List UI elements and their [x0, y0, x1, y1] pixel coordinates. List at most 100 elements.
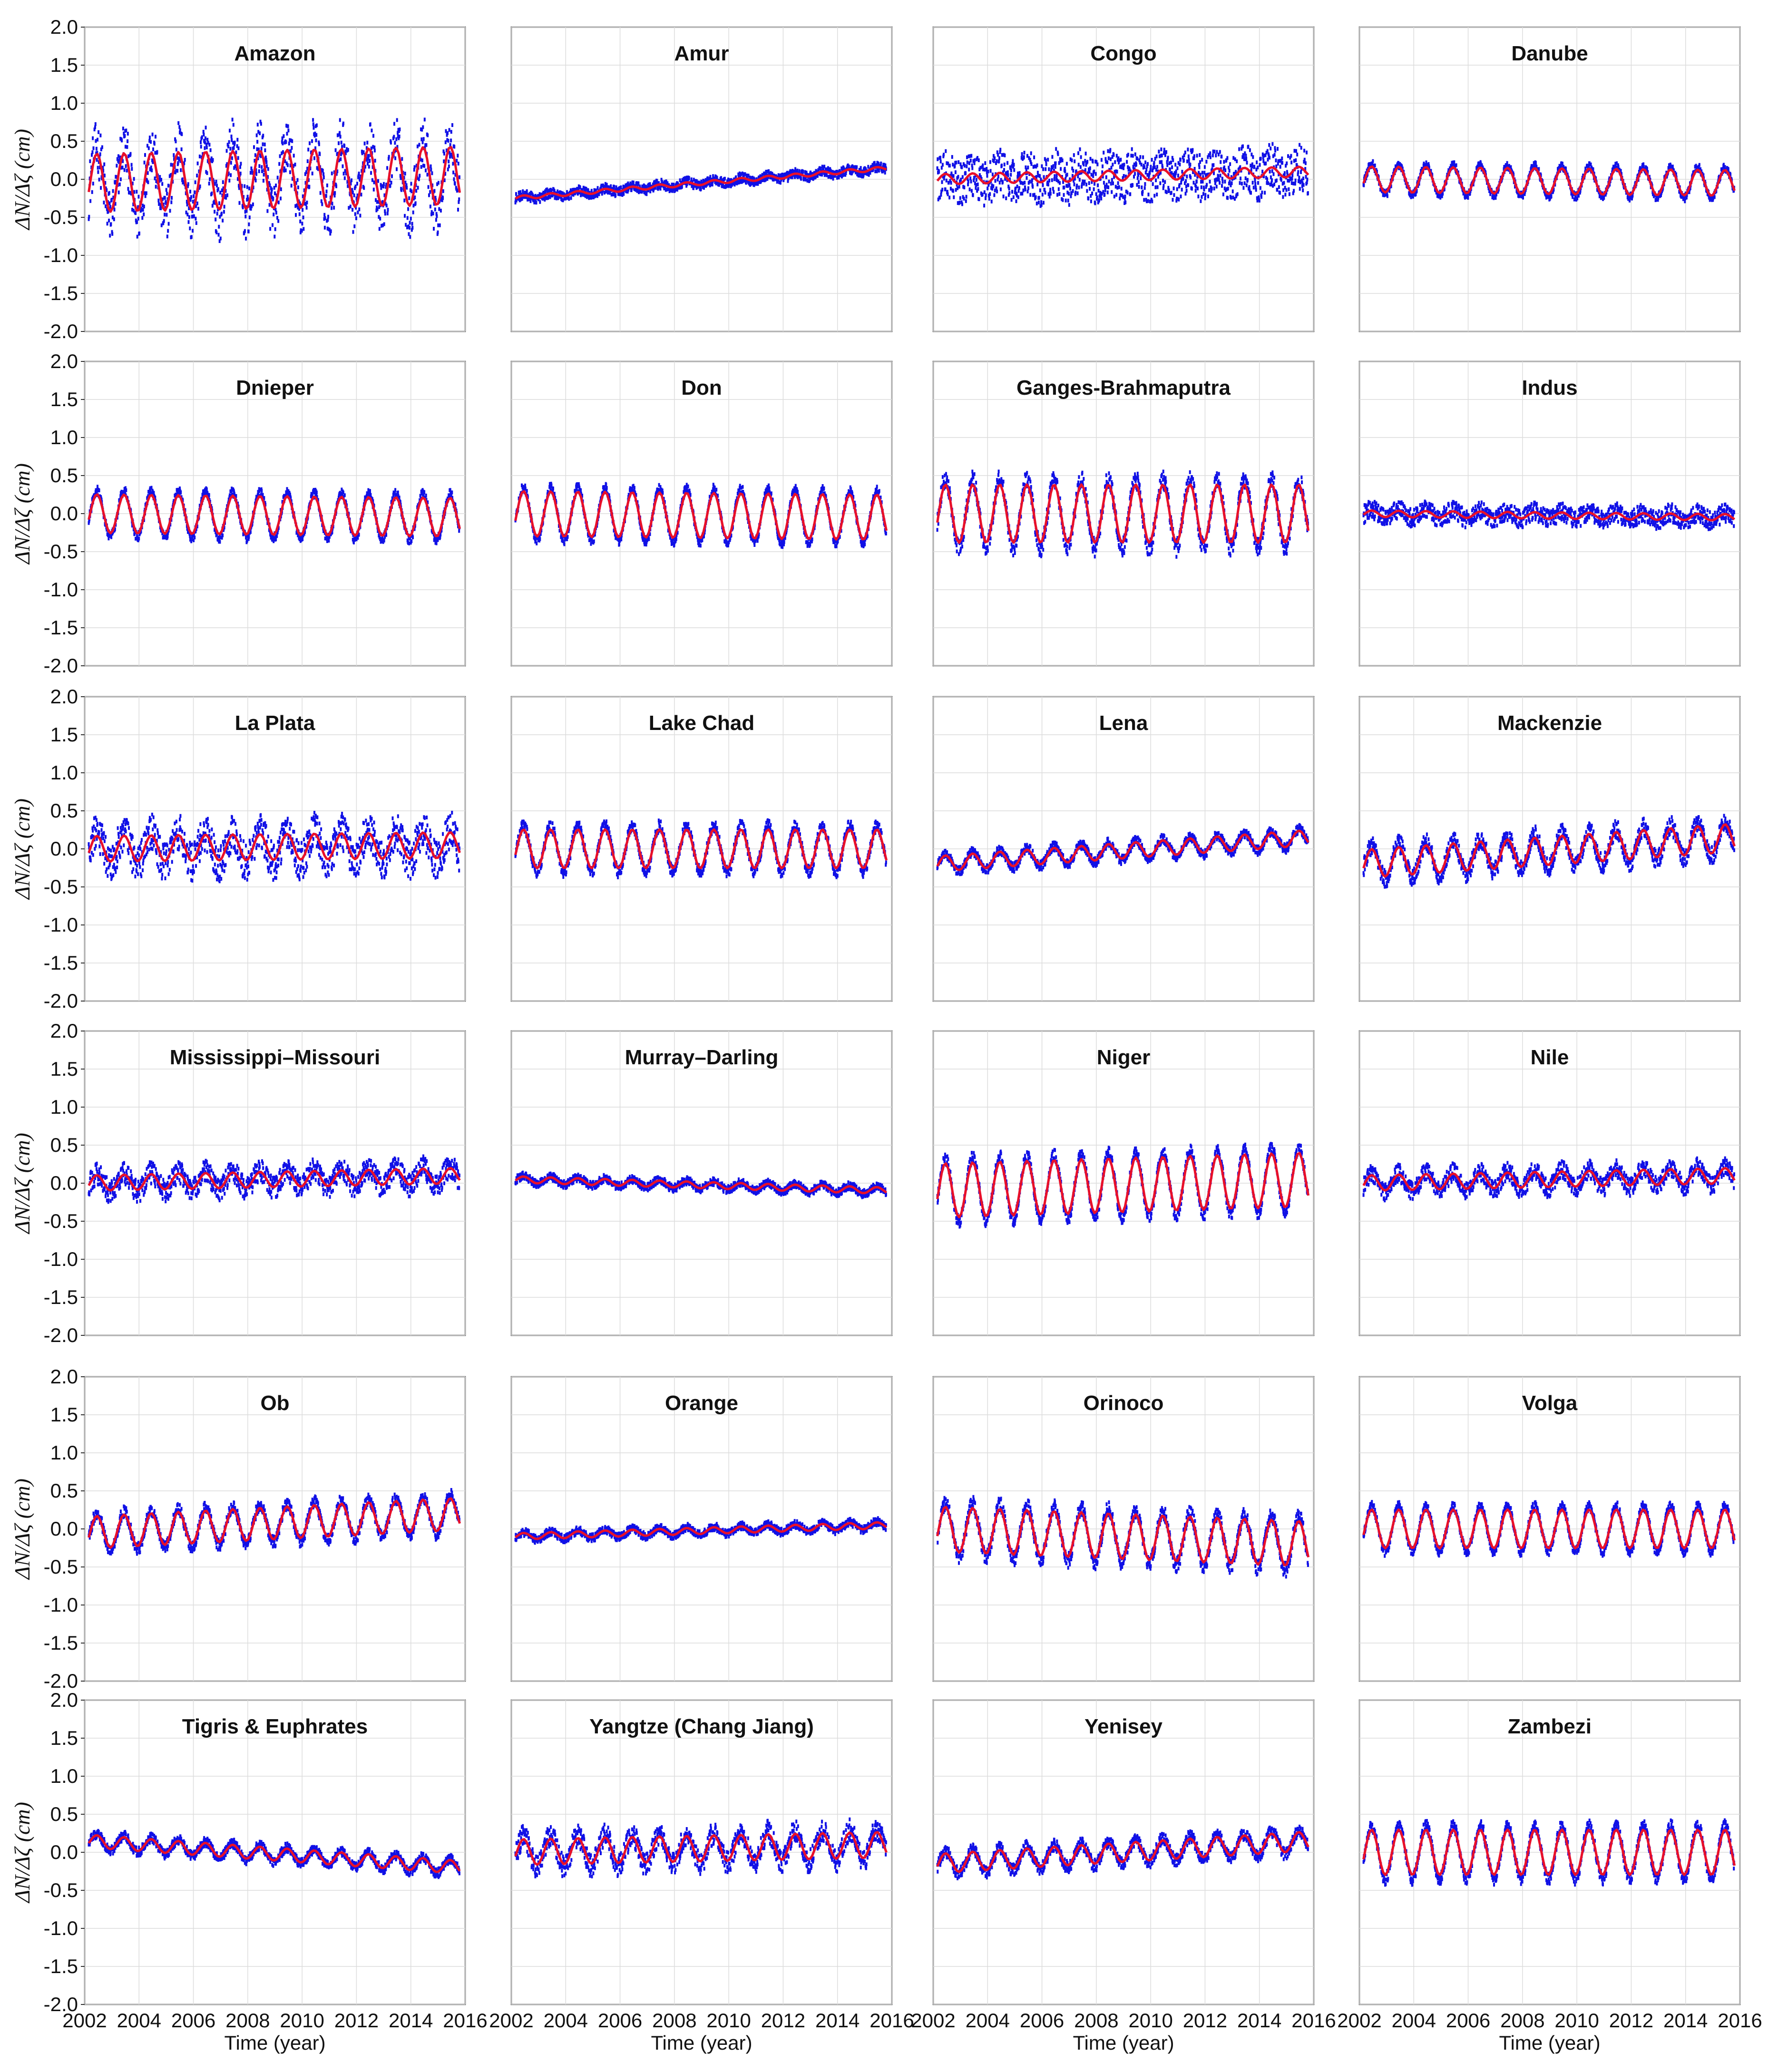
fit-line: [936, 829, 1309, 871]
panel-title: Orange: [665, 1391, 738, 1415]
y-tick-label: -1.0: [44, 914, 78, 936]
y-tick-label: 1.0: [50, 761, 78, 784]
y-tick-label: 2.0: [50, 16, 78, 38]
x-tick-label: 2004: [544, 2009, 588, 2032]
x-tick-label: 2002: [62, 2009, 107, 2032]
panel-title: La Plata: [235, 711, 315, 735]
x-axis-title: Time (year): [651, 2032, 752, 2054]
fit-line: [514, 490, 888, 541]
x-tick-label: 2014: [389, 2009, 433, 2032]
fit-line: [515, 165, 887, 200]
y-axis-title: ΔN/Δζ (cm): [10, 1133, 34, 1235]
panel-yenisey: Yenisey 2002 2004 2006 2008 2010 2012 2014 2016 T…: [911, 1699, 1336, 2054]
y-tick-label: 0.0: [50, 837, 78, 860]
fit-line: [88, 1497, 461, 1549]
x-tick-label: 2004: [1392, 2009, 1436, 2032]
y-tick-label: 2.0: [50, 350, 78, 372]
y-tick-label: 1.0: [50, 1765, 78, 1787]
panel-lake-chad: Lake Chad: [510, 696, 893, 1002]
y-tick-label: 0.5: [50, 1803, 78, 1825]
x-tick-label: 2010: [1554, 2009, 1599, 2032]
panel-dnieper: Dnieper 2.0 1.5 1.0 0.5 0.0 -0.5 -1.0 -1.5 -2.0 ΔN…: [10, 350, 466, 677]
panel-title: Amur: [674, 42, 729, 65]
x-tick-label: 2016: [1291, 2009, 1336, 2032]
y-axis-title: ΔN/Δζ (cm): [10, 798, 34, 900]
fit-line: [1362, 823, 1736, 878]
panel-volga: Volga: [1358, 1376, 1741, 1682]
fit-line: [514, 1831, 888, 1866]
panel-title: Indus: [1522, 376, 1577, 399]
x-tick-label: 2010: [706, 2009, 751, 2032]
panel-title: Mississippi–Missouri: [170, 1046, 381, 1069]
panel-nile: Nile: [1358, 1030, 1741, 1336]
y-axis-title: ΔN/Δζ (cm): [10, 1802, 34, 1904]
y-tick-label: 2.0: [50, 685, 78, 708]
y-tick-label: 1.5: [50, 388, 78, 410]
x-tick-label: 2010: [280, 2009, 324, 2032]
panel-la-plata: La Plata 2.0 1.5 1.0 0.5 0.0 -0.5 -1.0 -1.5 -2.0 Δ…: [10, 685, 466, 1012]
x-tick-label: 2012: [1183, 2009, 1227, 2032]
y-tick-label: -1.0: [44, 578, 78, 601]
y-tick-label: -0.5: [44, 1879, 78, 1901]
x-tick-label: 2004: [966, 2009, 1010, 2032]
x-tick-label: 2016: [1718, 2009, 1762, 2032]
y-tick-label: -1.5: [44, 1286, 78, 1308]
y-tick-label: -0.5: [44, 1556, 78, 1578]
y-tick-label: -2.0: [44, 1324, 78, 1346]
x-tick-label: 2012: [334, 2009, 379, 2032]
x-tick-label: 2006: [1446, 2009, 1490, 2032]
x-tick-label: 2016: [443, 2009, 487, 2032]
panel-title: Danube: [1511, 42, 1588, 65]
panel-murray-darling: Murray–Darling: [510, 1030, 893, 1336]
x-axis-title: Time (year): [224, 2032, 325, 2054]
fit-line: [936, 1831, 1309, 1873]
x-tick-label: 2012: [1609, 2009, 1653, 2032]
x-tick-label: 2012: [761, 2009, 805, 2032]
x-tick-label: 2004: [117, 2009, 161, 2032]
panel-title: Lake Chad: [649, 711, 755, 735]
y-tick-label: -2.0: [44, 654, 78, 677]
x-tick-label: 2014: [815, 2009, 860, 2032]
y-tick-label: -1.5: [44, 1632, 78, 1654]
y-axis-title: ΔN/Δζ (cm): [10, 1479, 34, 1580]
fit-line: [88, 146, 461, 213]
y-tick-label: 0.5: [50, 464, 78, 486]
panel-don: Don: [510, 360, 893, 667]
x-tick-label: 2008: [225, 2009, 270, 2032]
x-tick-label: 2006: [171, 2009, 215, 2032]
panel-title: Zambezi: [1508, 1715, 1592, 1738]
fit-line: [936, 1506, 1310, 1566]
y-tick-label: 1.0: [50, 1096, 78, 1118]
y-tick-label: -0.5: [44, 875, 78, 898]
fit-line: [1362, 165, 1736, 197]
y-tick-label: 0.0: [50, 1518, 78, 1540]
y-axis-title: ΔN/Δζ (cm): [10, 463, 34, 565]
panel-mississippi-missouri: Mississippi–Missouri 2.0 1.5 1.0 0.5 0.0 -0.5 -…: [10, 1020, 466, 1346]
panel-amur: Amur: [510, 26, 893, 332]
y-tick-label: 1.0: [50, 1441, 78, 1464]
y-tick-label: -0.5: [44, 1210, 78, 1232]
y-tick-label: 1.5: [50, 1403, 78, 1426]
fit-line: [1362, 1828, 1736, 1877]
fit-line: [515, 1175, 888, 1195]
y-tick-label: -1.0: [44, 1248, 78, 1270]
panel-danube: Danube: [1358, 26, 1741, 332]
panel-ganges-brahmaputra: Ganges-Brahmaputra: [932, 360, 1315, 667]
fit-line: [1363, 509, 1736, 522]
y-tick-label: 1.0: [50, 426, 78, 448]
panel-lena: Lena: [932, 696, 1315, 1002]
panel-indus: Indus: [1358, 360, 1741, 667]
y-tick-label: 1.5: [50, 1058, 78, 1080]
x-axis-title: Time (year): [1073, 2032, 1174, 2054]
y-tick-label: -1.0: [44, 1917, 78, 1939]
panel-title: Yangtze (Chang Jiang): [589, 1715, 814, 1738]
y-tick-label: 0.5: [50, 130, 78, 152]
panel-title: Amazon: [234, 42, 315, 65]
panel-yangtze-chang-jiang-: Yangtze (Chang Jiang) 2002 2004 2006 2008 201…: [489, 1699, 914, 2054]
y-tick-label: 1.5: [50, 54, 78, 76]
fit-line: [88, 1167, 461, 1192]
panel-title: Ob: [260, 1391, 289, 1415]
x-tick-label: 2014: [1663, 2009, 1708, 2032]
panel-title: Murray–Darling: [625, 1046, 779, 1069]
